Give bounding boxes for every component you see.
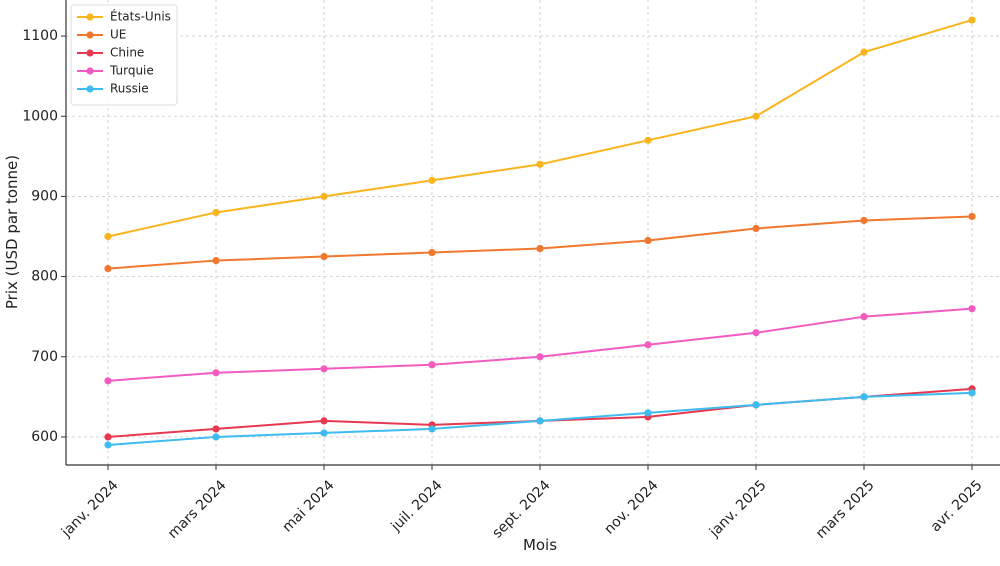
y-tick-label: 800 xyxy=(31,269,58,285)
legend-label-etats-unis: États-Unis xyxy=(110,9,171,24)
plot-background xyxy=(66,0,1000,465)
x-tick-label: janv. 2024 xyxy=(58,477,122,541)
x-tick-label: mars 2024 xyxy=(165,477,230,542)
data-point-turquie xyxy=(320,365,328,373)
data-point-etats-unis xyxy=(212,208,220,217)
legend-marker-etats-unis xyxy=(86,13,94,21)
data-point-chine xyxy=(104,433,112,441)
series-etats-unis xyxy=(104,16,976,241)
legend-item-turquie[interactable]: Turquie xyxy=(77,64,154,78)
data-point-turquie xyxy=(536,353,544,361)
data-point-russie xyxy=(860,393,868,401)
legend-label-chine: Chine xyxy=(110,46,144,60)
data-point-russie xyxy=(212,433,220,441)
x-tick-label: nov. 2024 xyxy=(601,477,661,537)
legend-marker-ue xyxy=(86,31,94,39)
y-tick-label: 900 xyxy=(31,188,58,204)
x-tick-label: mars 2025 xyxy=(813,477,878,542)
y-tick-label: 1000 xyxy=(22,108,58,124)
data-point-ue xyxy=(968,212,976,221)
data-point-russie xyxy=(968,389,976,397)
data-point-chine xyxy=(320,417,328,425)
data-point-turquie xyxy=(428,361,436,369)
data-point-etats-unis xyxy=(860,48,868,56)
data-point-russie xyxy=(428,425,436,433)
legend-box xyxy=(70,4,178,106)
data-point-turquie xyxy=(752,329,760,337)
data-point-ue xyxy=(644,236,652,245)
data-point-russie xyxy=(644,409,652,417)
legend-marker-turquie xyxy=(86,67,94,75)
data-point-turquie xyxy=(860,313,868,321)
data-point-etats-unis xyxy=(644,136,652,144)
x-axis-label: Mois xyxy=(523,536,557,554)
data-point-ue xyxy=(860,216,868,225)
data-point-russie xyxy=(104,441,112,449)
legend[interactable]: États-Unis UE Chine Turquie Russie xyxy=(70,4,178,106)
data-point-ue xyxy=(104,264,112,273)
x-tick-label: mai 2024 xyxy=(279,477,337,535)
x-tick-label: juil. 2024 xyxy=(388,477,446,535)
legend-label-russie: Russie xyxy=(110,82,149,96)
legend-marker-chine xyxy=(86,49,94,57)
data-point-ue xyxy=(428,248,436,257)
legend-marker-russie xyxy=(86,85,94,93)
series-ue xyxy=(104,212,976,273)
data-point-turquie xyxy=(644,341,652,349)
data-point-ue xyxy=(212,256,220,265)
data-point-etats-unis xyxy=(320,192,328,201)
data-point-etats-unis xyxy=(104,232,112,241)
data-point-etats-unis xyxy=(752,112,760,120)
data-point-ue xyxy=(320,252,328,261)
data-point-etats-unis xyxy=(968,16,976,24)
data-point-etats-unis xyxy=(536,160,544,168)
data-point-turquie xyxy=(104,377,112,385)
legend-item-ue[interactable]: UE xyxy=(77,28,126,42)
series-russie xyxy=(104,389,976,449)
data-point-russie xyxy=(752,401,760,409)
series-layer xyxy=(104,16,976,449)
data-point-turquie xyxy=(212,369,220,377)
axes xyxy=(61,0,1000,470)
data-point-russie xyxy=(320,429,328,437)
y-axis-label: Prix (USD par tonne) xyxy=(3,155,21,309)
legend-label-ue: UE xyxy=(110,28,126,42)
series-turquie xyxy=(104,305,976,385)
legend-item-russie[interactable]: Russie xyxy=(77,82,149,96)
data-point-ue xyxy=(536,244,544,253)
legend-item-etats-unis[interactable]: États-Unis xyxy=(77,9,171,24)
data-point-etats-unis xyxy=(428,176,436,184)
legend-label-turquie: Turquie xyxy=(109,64,154,78)
data-point-turquie xyxy=(968,305,976,313)
x-tick-label: avr. 2025 xyxy=(928,477,986,535)
y-tick-label: 700 xyxy=(31,349,58,365)
legend-item-chine[interactable]: Chine xyxy=(77,46,144,60)
x-tick-label: janv. 2025 xyxy=(706,477,770,541)
y-tick-label: 600 xyxy=(31,429,58,445)
y-tick-label: 1100 xyxy=(22,28,58,44)
data-point-russie xyxy=(536,417,544,425)
data-point-chine xyxy=(212,425,220,433)
data-point-ue xyxy=(752,224,760,233)
x-tick-label: sept. 2024 xyxy=(489,477,553,541)
